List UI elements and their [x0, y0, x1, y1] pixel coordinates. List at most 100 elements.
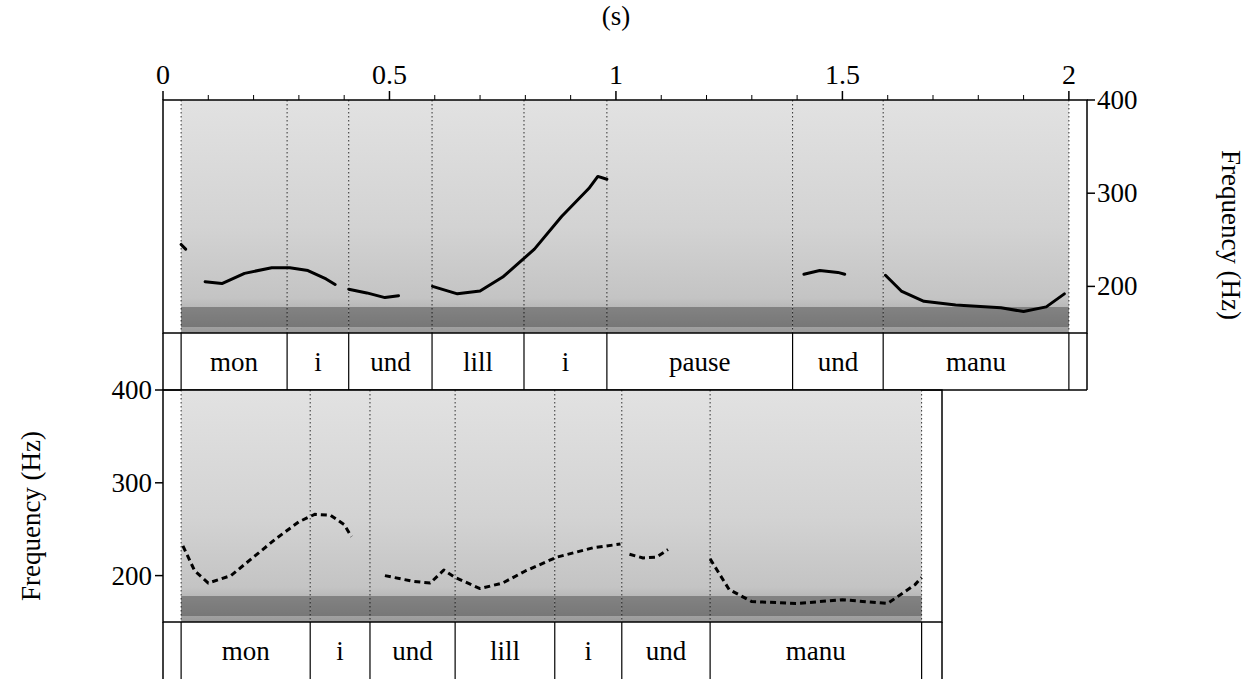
boundary-dotted	[432, 100, 433, 333]
plot-frame	[163, 100, 1087, 333]
voicing-bar	[607, 307, 793, 327]
voicing-bar	[181, 307, 287, 327]
spectrogram-shade	[181, 100, 287, 333]
segment-label: i	[562, 347, 570, 377]
segment-label: und	[370, 347, 411, 377]
voicing-bar	[793, 307, 884, 327]
tier-boundary	[621, 622, 622, 679]
x-minor-tick	[1023, 95, 1024, 100]
boundary-dotted	[523, 100, 524, 333]
spectrogram-shade	[455, 390, 555, 622]
y-tick-label: 200	[1097, 271, 1138, 301]
x-minor-tick	[887, 95, 888, 100]
voicing-bar	[622, 596, 710, 616]
y-axis: 200 300 400	[112, 375, 164, 591]
tier-boundary	[792, 333, 793, 390]
tier-boundary	[883, 333, 884, 390]
segment-label: manu	[786, 636, 846, 666]
tier-boundary	[348, 333, 349, 390]
contour-group	[181, 176, 1064, 311]
x-minor-tick	[751, 95, 752, 100]
segment-tier: moniundlillipauseundmanu	[163, 333, 1087, 390]
pitch-contour	[181, 176, 1064, 311]
spectrogram-shade	[181, 390, 310, 622]
tier-edge	[1086, 333, 1088, 390]
tier-boundary	[554, 622, 555, 679]
plot-frame	[163, 390, 942, 622]
x-tick-label: 1.5	[825, 59, 860, 90]
segment-label: und	[646, 636, 687, 666]
x-minor-tick	[933, 95, 934, 100]
figure: 200 300 400 Frequency (Hz) 0 0.5 1 1.5 2 (s) mon i u…	[0, 0, 1246, 679]
x-tick	[615, 91, 617, 100]
tier-boundary	[455, 622, 456, 679]
segment-label: i	[314, 347, 322, 377]
boundary-dotted	[554, 390, 555, 622]
x-tick	[842, 91, 844, 100]
spectrogram-shade	[607, 100, 793, 333]
y-tick	[155, 575, 163, 577]
boundary-dotted	[287, 100, 288, 333]
tier-boundary	[181, 622, 182, 679]
tier-boundary	[431, 333, 432, 390]
y-tick	[1087, 192, 1095, 194]
x-tick-label: 0	[156, 59, 170, 90]
spectrogram-shade	[555, 390, 622, 622]
boundary-dotted	[369, 390, 370, 622]
boundary-dotted	[606, 100, 607, 333]
y-tick	[1087, 99, 1095, 101]
spectrogram-shade	[710, 390, 922, 622]
segment-label: pause	[669, 347, 730, 377]
tier-boundary	[1068, 333, 1069, 390]
x-minor-tick	[344, 95, 345, 100]
y-axis-title: Frequency (Hz)	[16, 431, 46, 601]
x-axis: 0 0.5 1 1.5 2 (s)	[156, 1, 1076, 100]
x-minor-tick	[661, 95, 662, 100]
tier-boundary	[287, 333, 288, 390]
x-tick-label: 2	[1062, 59, 1076, 90]
tier-boundary	[369, 622, 370, 679]
segment-label: i	[585, 636, 593, 666]
y-tick	[1087, 286, 1095, 288]
boundary-dotted	[310, 390, 311, 622]
voicing-bar	[181, 596, 310, 616]
y-tick-label: 200	[112, 561, 153, 591]
boundary-dotted	[921, 390, 922, 622]
tier-boundary	[523, 333, 524, 390]
y-tick-label: 300	[112, 468, 153, 498]
segment-label: lill	[490, 636, 520, 666]
segment-label: manu	[946, 347, 1006, 377]
tier-boundary	[181, 333, 182, 390]
spectrogram-shade	[622, 390, 710, 622]
voicing-bar	[310, 596, 370, 616]
boundary-dotted	[455, 390, 456, 622]
x-tick	[162, 91, 164, 100]
x-minor-tick	[208, 95, 209, 100]
tier-boundary	[710, 622, 711, 679]
pitch-contour	[183, 514, 922, 603]
x-tick	[389, 91, 391, 100]
panel: 200300400Frequency (Hz)00.511.52(s)moniu…	[156, 1, 1246, 390]
voicing-bar	[432, 307, 524, 327]
x-tick-label: 1	[609, 59, 623, 90]
tier-boundary	[310, 622, 311, 679]
segment-tier: moniundlilliundmanu	[163, 622, 942, 679]
voicing-bar	[455, 596, 555, 616]
tier-edge	[162, 333, 164, 390]
voicing-bar	[555, 596, 622, 616]
boundary-dotted	[792, 100, 793, 333]
panel: 200300400Frequency (Hz)moniundlilliundma…	[16, 375, 942, 679]
tier-edge	[162, 622, 164, 679]
y-tick-label: 400	[112, 375, 153, 405]
y-tick-label: 400	[1097, 85, 1138, 115]
voicing-bar	[883, 307, 1069, 327]
spectrogram-shade	[883, 100, 1069, 333]
boundary-dotted	[181, 390, 182, 622]
boundary-dotted	[710, 390, 711, 622]
x-tick-label: 0.5	[372, 59, 407, 90]
segment-label: mon	[222, 636, 271, 666]
x-axis-title: (s)	[602, 1, 631, 31]
voicing-bar	[524, 307, 607, 327]
y-axis: 200300400	[1087, 85, 1138, 301]
x-minor-tick	[253, 95, 254, 100]
